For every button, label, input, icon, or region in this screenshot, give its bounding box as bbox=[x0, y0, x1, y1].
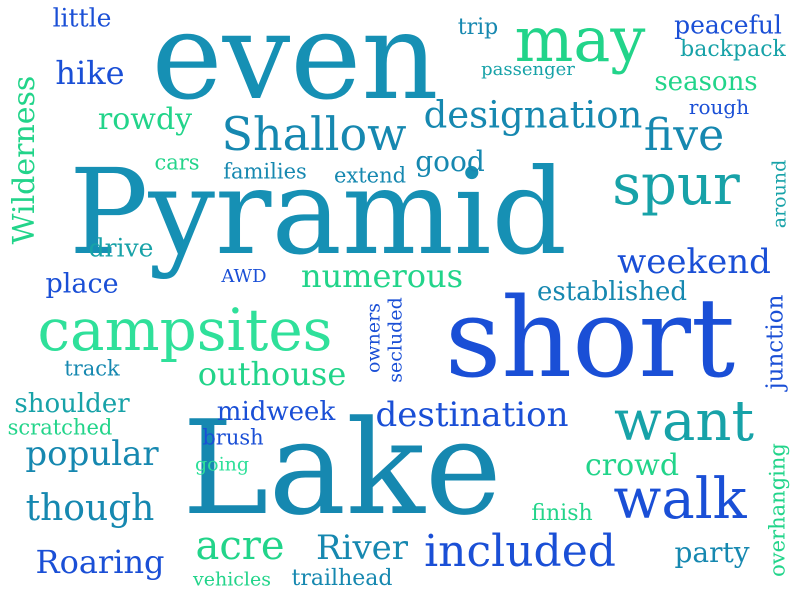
word-track: track bbox=[64, 356, 120, 381]
word-destination: destination bbox=[375, 395, 569, 435]
word-scratched: scratched bbox=[7, 415, 113, 440]
word-wilderness: Wilderness bbox=[7, 75, 42, 245]
word-acre: acre bbox=[195, 523, 285, 569]
word-walk: walk bbox=[613, 467, 747, 532]
word-crowd: crowd bbox=[584, 448, 680, 483]
word-party: party bbox=[674, 536, 750, 569]
word-campsites: campsites bbox=[37, 296, 333, 364]
word-established: established bbox=[536, 277, 688, 307]
word-trip: trip bbox=[457, 15, 499, 40]
word-overhanging: overhanging bbox=[765, 443, 790, 577]
word-outhouse: outhouse bbox=[197, 355, 347, 393]
word-vehicles: vehicles bbox=[192, 568, 272, 591]
word-rowdy: rowdy bbox=[97, 102, 193, 137]
word-extend: extend bbox=[333, 163, 407, 188]
word-finish: finish bbox=[531, 501, 593, 526]
word-peaceful: peaceful bbox=[674, 10, 782, 40]
word-brush: brush bbox=[202, 425, 264, 450]
word-little: little bbox=[52, 3, 112, 33]
word-going: going bbox=[194, 453, 250, 476]
word-shallow: Shallow bbox=[221, 107, 407, 161]
word-short: short bbox=[444, 274, 736, 402]
word-good: good bbox=[415, 145, 485, 178]
word-trailhead: trailhead bbox=[291, 566, 393, 591]
word-weekend: weekend bbox=[617, 242, 771, 282]
word-awd: AWD bbox=[221, 266, 267, 287]
word-even: even bbox=[151, 0, 439, 127]
word-secluded: secluded bbox=[384, 297, 407, 383]
word-cars: cars bbox=[154, 150, 200, 175]
word-included: included bbox=[424, 526, 616, 577]
word-place: place bbox=[45, 268, 119, 300]
word-backpack: backpack bbox=[680, 37, 786, 62]
word-midweek: midweek bbox=[216, 397, 336, 427]
word-want: want bbox=[614, 389, 754, 454]
word-five: five bbox=[643, 110, 725, 161]
word-river: River bbox=[315, 528, 409, 568]
word-pyramid: Pyramid bbox=[69, 143, 567, 281]
word-hike: hike bbox=[55, 54, 125, 92]
word-seasons: seasons bbox=[654, 67, 758, 97]
word-shoulder: shoulder bbox=[14, 389, 130, 419]
word-owners: owners bbox=[362, 302, 385, 374]
word-designation: designation bbox=[423, 93, 643, 137]
word-spur: spur bbox=[612, 153, 740, 218]
word-drive: drive bbox=[88, 233, 154, 263]
word-families: families bbox=[223, 159, 307, 184]
word-though: though bbox=[25, 488, 155, 529]
word-passenger: passenger bbox=[481, 59, 575, 80]
word-rough: rough bbox=[688, 95, 750, 119]
word-lake: Lake bbox=[182, 392, 502, 544]
word-may: may bbox=[514, 3, 646, 76]
word-roaring: Roaring bbox=[35, 543, 165, 581]
word-junction: junction bbox=[762, 294, 789, 390]
word-popular: popular bbox=[25, 434, 159, 474]
word-around: around bbox=[768, 159, 791, 229]
word-numerous: numerous bbox=[300, 257, 464, 295]
